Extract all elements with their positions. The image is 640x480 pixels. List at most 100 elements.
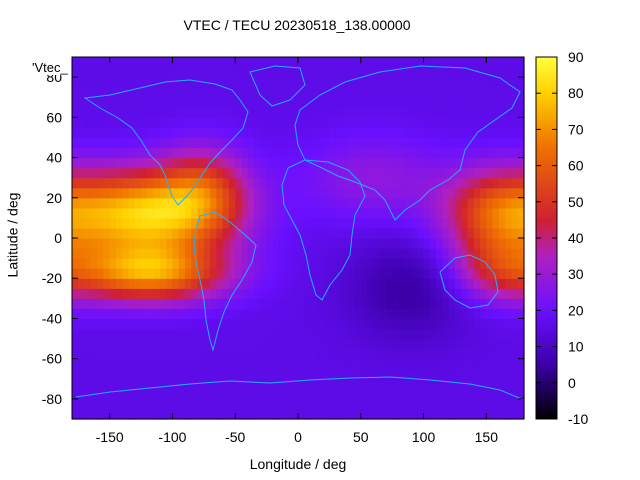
heatmap-cell (310, 248, 318, 259)
heatmap-cell (266, 77, 274, 88)
heatmap-cell (348, 328, 356, 340)
heatmap-cell (461, 207, 469, 219)
heatmap-cell (260, 388, 268, 400)
heatmap-cell (341, 187, 349, 199)
heatmap-cell (122, 388, 130, 400)
heatmap-cell (84, 137, 92, 149)
heatmap-cell (228, 87, 236, 98)
heatmap-cell (241, 107, 249, 118)
heatmap-cell (210, 87, 217, 98)
heatmap-cell (285, 278, 293, 289)
heatmap-cell (486, 238, 494, 249)
heatmap-cell (480, 137, 487, 149)
heatmap-cell (141, 217, 148, 229)
heatmap-cell (172, 388, 180, 400)
heatmap-cell (411, 217, 418, 229)
heatmap-cell (467, 197, 475, 209)
heatmap-cell (486, 288, 494, 299)
coast-north-america (83, 79, 249, 206)
heatmap-cell (254, 258, 261, 269)
heatmap-cell (480, 258, 487, 269)
heatmap-cell (461, 378, 469, 390)
heatmap-cell (97, 368, 104, 380)
heatmap-cell (241, 167, 249, 179)
heatmap-cell (480, 207, 487, 219)
heatmap-cell (115, 378, 123, 390)
heatmap-cell (166, 217, 174, 229)
heatmap-cell (147, 137, 155, 149)
heatmap-cell (122, 97, 130, 108)
heatmap-cell (360, 258, 368, 269)
heatmap-cell (72, 167, 79, 179)
heatmap-cell (492, 308, 500, 320)
heatmap-cell (398, 278, 406, 289)
heatmap-cell (285, 197, 293, 209)
heatmap-cell (373, 258, 381, 269)
heatmap-cell (222, 127, 230, 139)
heatmap-cell (454, 77, 462, 88)
heatmap-cell (210, 388, 217, 400)
heatmap-cell (97, 348, 104, 360)
heatmap-cell (72, 298, 79, 309)
heatmap-cell (216, 248, 224, 259)
heatmap-cell (178, 408, 186, 420)
heatmap-cell (90, 268, 98, 279)
heatmap-cell (203, 358, 211, 370)
heatmap-cell (97, 67, 104, 78)
heatmap-cell (97, 177, 104, 189)
heatmap-cell (442, 378, 450, 390)
heatmap-cell (467, 107, 475, 118)
heatmap-cell (461, 358, 469, 370)
heatmap-cell (247, 348, 255, 360)
heatmap-cell (197, 348, 205, 360)
heatmap-cell (398, 187, 406, 199)
heatmap-cell (354, 137, 362, 149)
heatmap-cell (442, 348, 450, 360)
heatmap-cell (505, 238, 513, 249)
heatmap-cell (166, 328, 174, 340)
heatmap-cell (392, 408, 400, 420)
heatmap-cell (429, 348, 437, 360)
heatmap-cell (266, 207, 274, 219)
heatmap-cell (228, 167, 236, 179)
heatmap-cell (254, 217, 261, 229)
heatmap-cell (84, 348, 92, 360)
heatmap-cell (228, 227, 236, 239)
heatmap-cell (147, 67, 155, 78)
heatmap-cell (348, 278, 356, 289)
heatmap-cell (367, 388, 374, 400)
heatmap-cell (373, 207, 381, 219)
heatmap-cell (367, 328, 374, 340)
heatmap-cell (210, 338, 217, 350)
heatmap-cell (228, 358, 236, 370)
heatmap-cell (298, 207, 305, 219)
heatmap-cell (84, 318, 92, 330)
heatmap-cell (122, 328, 130, 340)
heatmap-cell (310, 278, 318, 289)
heatmap-cell (260, 288, 268, 299)
heatmap-cell (486, 408, 494, 420)
heatmap-cell (153, 167, 161, 179)
heatmap-cell (78, 308, 86, 320)
heatmap-cell (404, 258, 412, 269)
heatmap-cell (279, 137, 287, 149)
heatmap-cell (222, 77, 230, 88)
heatmap-cell (498, 77, 506, 88)
heatmap-cell (467, 97, 475, 108)
heatmap-cell (354, 328, 362, 340)
heatmap-cell (411, 207, 418, 219)
heatmap-cell (254, 127, 261, 139)
heatmap-cell (517, 358, 525, 370)
heatmap-cell (486, 298, 494, 309)
heatmap-cell (279, 217, 287, 229)
heatmap-cell (260, 107, 268, 118)
heatmap-cell (128, 388, 136, 400)
heatmap-cell (454, 238, 462, 249)
heatmap-cell (128, 398, 136, 410)
heatmap-cell (354, 97, 362, 108)
heatmap-cell (90, 197, 98, 209)
heatmap-cell (398, 308, 406, 320)
heatmap-cell (134, 67, 142, 78)
heatmap-cell (235, 278, 243, 289)
heatmap-cell (159, 67, 167, 78)
